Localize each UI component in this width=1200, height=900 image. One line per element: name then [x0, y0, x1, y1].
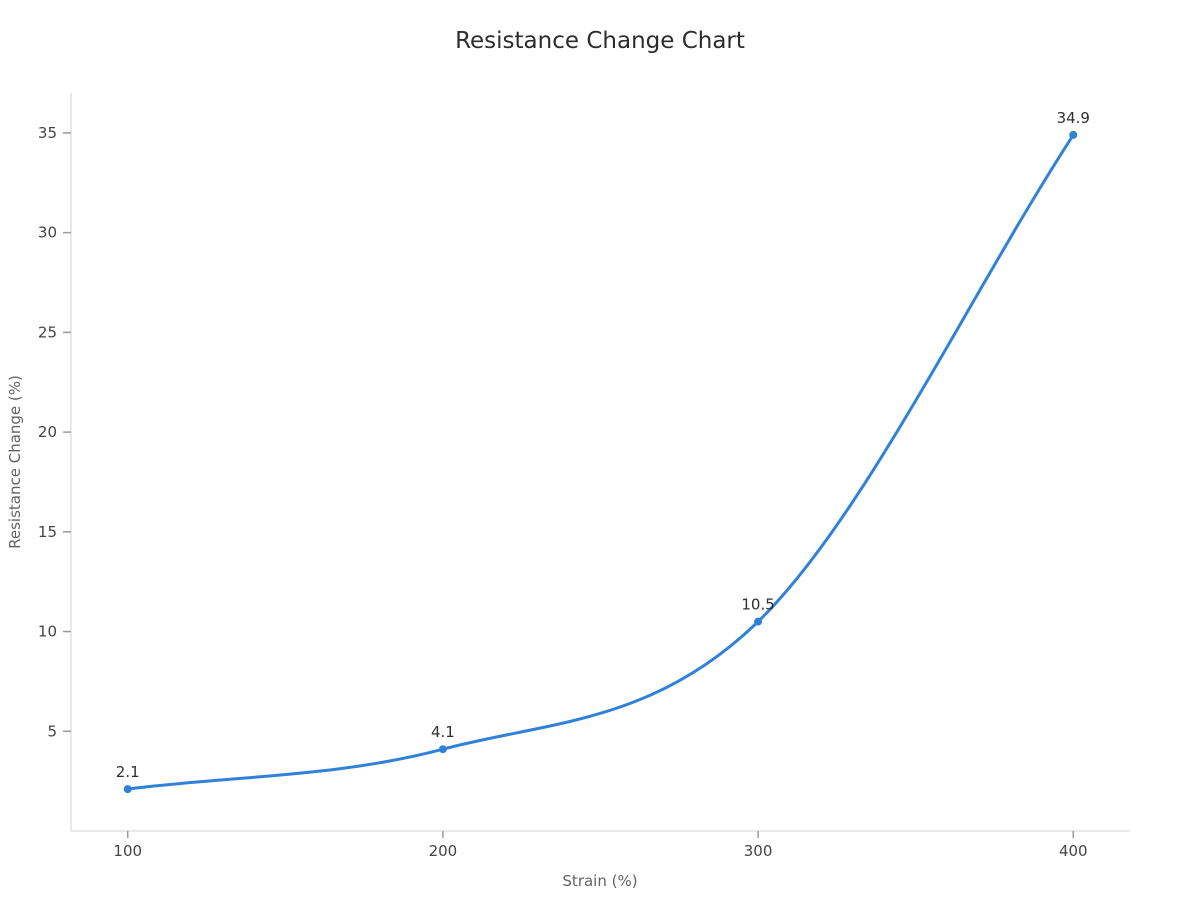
data-point-label: 10.5 [741, 596, 774, 614]
y-tick-label: 15 [38, 523, 57, 541]
data-point-label: 34.9 [1057, 109, 1090, 127]
series-line [126, 133, 1075, 791]
y-axis-title: Resistance Change (%) [6, 375, 24, 549]
data-point-marker [438, 745, 447, 754]
data-point-marker [754, 617, 763, 626]
y-tick-label: 35 [38, 124, 57, 142]
x-tick-label: 300 [744, 842, 773, 860]
x-axis-title: Strain (%) [562, 872, 638, 890]
x-tick-label: 100 [113, 842, 142, 860]
y-tick-label: 5 [47, 722, 57, 740]
data-point-label: 2.1 [116, 763, 140, 781]
x-tick-label: 400 [1059, 842, 1088, 860]
y-tick-label: 20 [38, 423, 57, 441]
chart-title: Resistance Change Chart [455, 28, 745, 54]
y-tick-label: 10 [38, 623, 57, 641]
y-tick-label: 25 [38, 323, 57, 341]
data-point-marker [123, 785, 132, 794]
data-point-marker [1069, 130, 1078, 139]
x-tick-label: 200 [429, 842, 458, 860]
y-tick-label: 30 [38, 224, 57, 242]
data-point-label: 4.1 [431, 723, 455, 741]
